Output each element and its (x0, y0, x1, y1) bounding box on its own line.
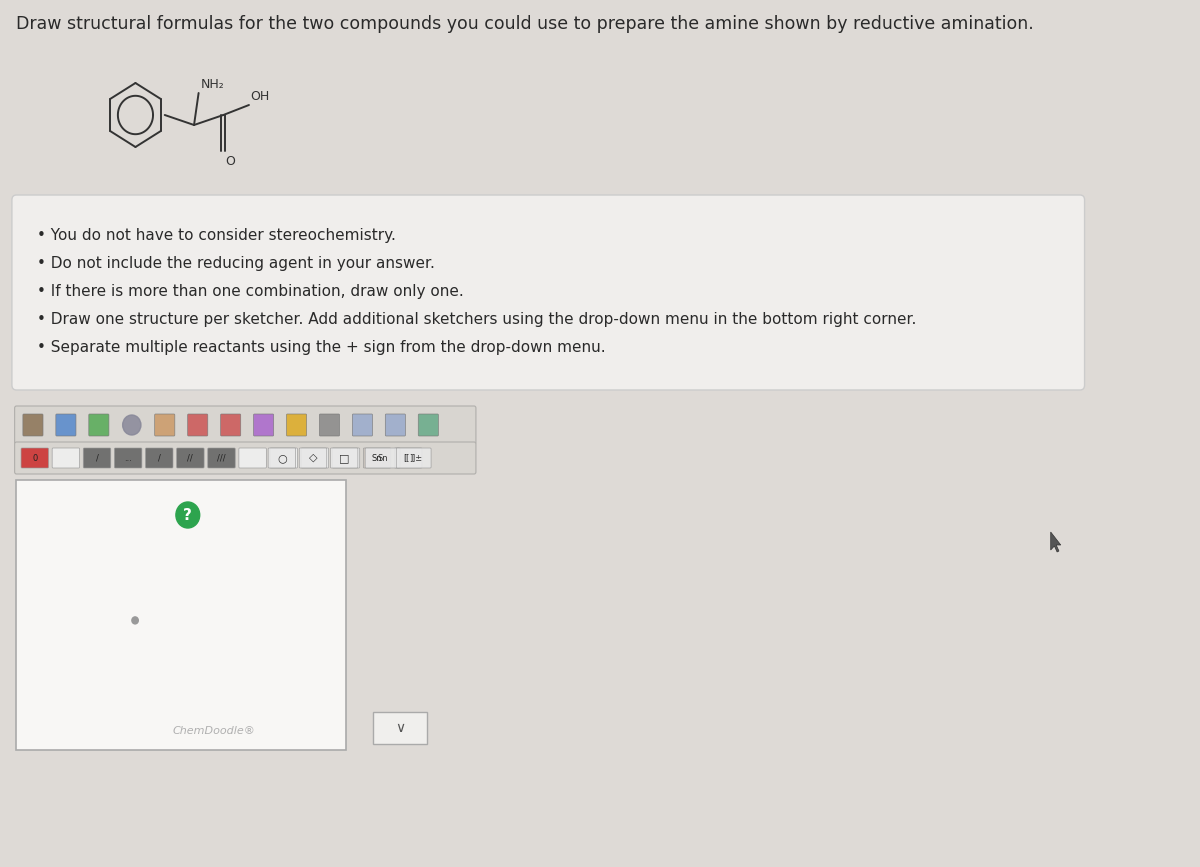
FancyBboxPatch shape (89, 414, 109, 436)
FancyBboxPatch shape (187, 414, 208, 436)
FancyBboxPatch shape (287, 414, 307, 436)
FancyBboxPatch shape (364, 448, 391, 468)
FancyBboxPatch shape (176, 448, 204, 468)
Text: • You do not have to consider stereochemistry.: • You do not have to consider stereochem… (37, 228, 396, 243)
FancyBboxPatch shape (332, 448, 360, 468)
FancyBboxPatch shape (208, 448, 235, 468)
Text: Draw structural formulas for the two compounds you could use to prepare the amin: Draw structural formulas for the two com… (17, 15, 1034, 33)
FancyBboxPatch shape (14, 442, 476, 474)
Circle shape (122, 415, 140, 435)
FancyBboxPatch shape (299, 448, 326, 468)
Text: Sn: Sn (377, 453, 388, 462)
FancyBboxPatch shape (301, 448, 329, 468)
FancyBboxPatch shape (319, 414, 340, 436)
Text: OH: OH (250, 90, 269, 103)
FancyBboxPatch shape (155, 414, 175, 436)
Text: • Do not include the reducing agent in your answer.: • Do not include the reducing agent in y… (37, 256, 434, 271)
Text: • Draw one structure per sketcher. Add additional sketchers using the drop-down : • Draw one structure per sketcher. Add a… (37, 312, 916, 327)
Text: [ ]±: [ ]± (406, 453, 421, 462)
FancyBboxPatch shape (253, 414, 274, 436)
Text: [ ]: [ ] (403, 453, 413, 462)
FancyBboxPatch shape (83, 448, 110, 468)
Text: Sn: Sn (372, 453, 383, 462)
Text: 0: 0 (32, 453, 37, 462)
FancyBboxPatch shape (56, 414, 76, 436)
Text: ///: /// (217, 453, 226, 462)
Text: • If there is more than one combination, draw only one.: • If there is more than one combination,… (37, 284, 463, 299)
FancyBboxPatch shape (52, 448, 79, 468)
FancyBboxPatch shape (385, 414, 406, 436)
FancyBboxPatch shape (373, 712, 426, 744)
Text: //: // (187, 453, 193, 462)
Text: ○: ○ (277, 453, 287, 463)
Text: NH₂: NH₂ (200, 78, 224, 91)
Text: ◇: ◇ (308, 453, 317, 463)
Text: ...: ... (124, 453, 132, 462)
Text: ChemDoodle®: ChemDoodle® (173, 726, 256, 736)
FancyBboxPatch shape (270, 448, 298, 468)
FancyBboxPatch shape (365, 448, 400, 468)
FancyBboxPatch shape (353, 414, 372, 436)
Text: ∨: ∨ (395, 721, 406, 735)
FancyBboxPatch shape (12, 195, 1085, 390)
FancyBboxPatch shape (114, 448, 142, 468)
Text: O: O (226, 155, 235, 168)
Circle shape (132, 617, 138, 624)
FancyBboxPatch shape (239, 448, 266, 468)
FancyBboxPatch shape (145, 448, 173, 468)
Circle shape (176, 502, 199, 528)
FancyBboxPatch shape (23, 414, 43, 436)
FancyBboxPatch shape (396, 448, 431, 468)
Text: □: □ (338, 453, 349, 463)
FancyBboxPatch shape (221, 414, 241, 436)
Text: /: / (96, 453, 98, 462)
FancyBboxPatch shape (395, 448, 422, 468)
FancyBboxPatch shape (419, 414, 438, 436)
FancyBboxPatch shape (268, 448, 295, 468)
Text: ?: ? (184, 507, 192, 523)
FancyBboxPatch shape (22, 448, 48, 468)
FancyBboxPatch shape (17, 480, 346, 750)
FancyBboxPatch shape (14, 406, 476, 444)
Polygon shape (1051, 532, 1061, 552)
Text: • Separate multiple reactants using the + sign from the drop-down menu.: • Separate multiple reactants using the … (37, 340, 605, 355)
FancyBboxPatch shape (330, 448, 358, 468)
Text: /: / (158, 453, 161, 462)
